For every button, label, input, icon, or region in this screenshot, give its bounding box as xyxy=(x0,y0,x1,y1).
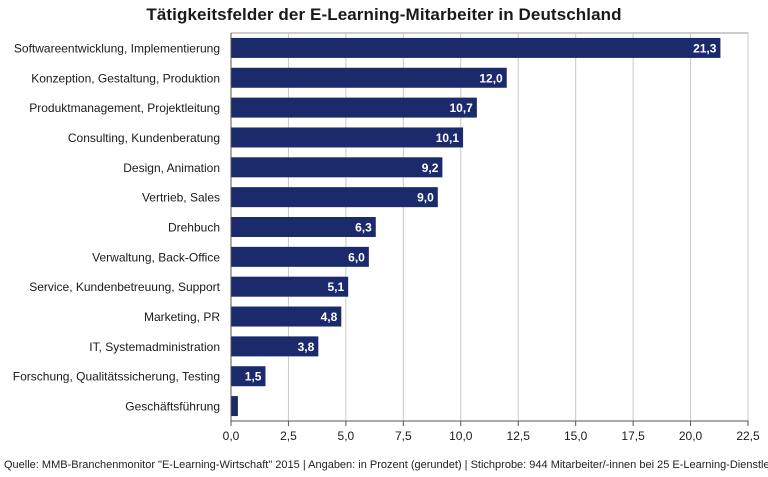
value-label: 9,0 xyxy=(417,191,434,205)
value-label: 1,5 xyxy=(245,370,262,384)
category-label: Forschung, Qualitätssicherung, Testing xyxy=(13,370,220,384)
x-tick-label: 20,0 xyxy=(679,429,703,443)
bar xyxy=(231,396,238,417)
category-label: IT, Systemadministration xyxy=(89,340,220,354)
x-tick-label: 0,0 xyxy=(223,429,240,443)
x-tick-label: 5,0 xyxy=(338,429,355,443)
x-tick-label: 17,5 xyxy=(621,429,645,443)
bar xyxy=(231,217,376,237)
bar xyxy=(231,276,349,297)
bar xyxy=(231,157,443,178)
category-label: Design, Animation xyxy=(123,161,220,175)
source-note: Quelle: MMB-Branchenmonitor "E-Learning-… xyxy=(4,459,768,471)
category-label: Verwaltung, Back-Office xyxy=(92,250,220,264)
x-tick-label: 15,0 xyxy=(564,429,588,443)
value-label: 10,1 xyxy=(436,131,460,145)
value-label: 6,3 xyxy=(355,221,372,235)
x-tick-label: 22,5 xyxy=(736,429,760,443)
x-tick-label: 12,5 xyxy=(507,429,531,443)
value-label: 21,3 xyxy=(693,41,717,55)
category-label: Geschäftsführung xyxy=(125,400,220,414)
bar xyxy=(231,67,507,88)
bar xyxy=(231,187,438,208)
bar xyxy=(231,366,266,387)
chart-title: Tätigkeitsfelder der E-Learning-Mitarbei… xyxy=(146,5,622,24)
bar xyxy=(231,246,369,267)
category-label: Consulting, Kundenberatung xyxy=(68,131,220,145)
category-label: Softwareentwicklung, Implementierung xyxy=(14,41,220,55)
value-label: 9,2 xyxy=(422,161,439,175)
category-label: Marketing, PR xyxy=(144,310,220,324)
bar xyxy=(231,127,464,148)
value-label: 4,8 xyxy=(321,310,338,324)
x-tick-label: 10,0 xyxy=(449,429,473,443)
x-tick-label: 2,5 xyxy=(280,429,297,443)
bar xyxy=(231,336,319,357)
bar xyxy=(231,306,342,327)
value-label: 3,8 xyxy=(298,340,315,354)
category-label: Service, Kundenbetreuung, Support xyxy=(29,280,220,294)
bar xyxy=(231,37,721,58)
value-label: 6,0 xyxy=(348,250,365,264)
bar xyxy=(231,97,477,118)
category-label: Vertrieb, Sales xyxy=(142,191,220,205)
category-label: Produktmanagement, Projektleitung xyxy=(29,101,220,115)
value-label: 5,1 xyxy=(327,280,344,294)
x-tick-label: 7,5 xyxy=(395,429,412,443)
category-label: Drehbuch xyxy=(168,221,220,235)
value-label: 10,7 xyxy=(450,101,474,115)
category-label: Konzeption, Gestaltung, Produktion xyxy=(31,71,220,85)
value-label: 12,0 xyxy=(479,71,503,85)
